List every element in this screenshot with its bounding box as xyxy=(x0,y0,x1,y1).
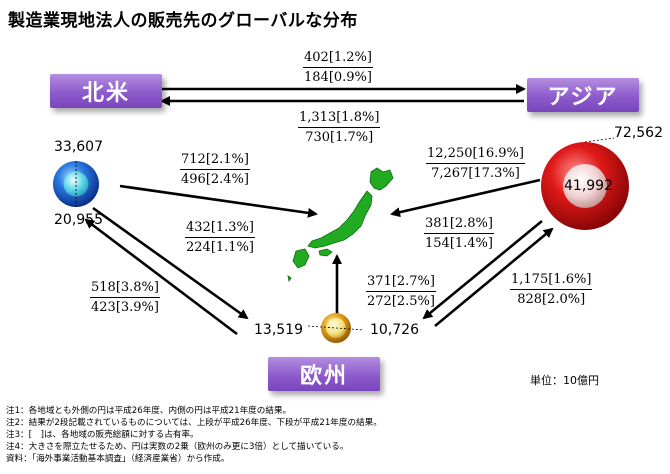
page-title: 製造業現地法人の販売先のグローバルな分布 xyxy=(8,11,358,31)
region-europe: 欧州 xyxy=(268,357,380,391)
asia-inner-value: 41,992 xyxy=(564,178,613,194)
north-america-outer-value: 33,607 xyxy=(54,139,103,155)
flow-europe-to-japan: 371[2.7%] 272[2.5%] xyxy=(366,274,436,309)
flow-na-to-asia: 402[1.2%] 184[0.9%] xyxy=(303,50,373,85)
flow-asia-to-europe: 381[2.8%] 154[1.4%] xyxy=(424,216,494,251)
europe-inner-value: 10,726 xyxy=(370,322,419,338)
arrow-europe-to-asia xyxy=(434,227,554,328)
north-america-inner-value: 20,955 xyxy=(54,212,103,228)
flow-na-to-japan: 712[2.1%] 496[2.4%] xyxy=(180,152,250,187)
note-4: 注4：大きさを際立たせるため、円は実数の2乗（欧州のみ更に3倍）として描いている… xyxy=(6,442,349,452)
region-north-america: 北米 xyxy=(50,74,162,108)
flow-asia-to-japan: 12,250[16.9%] 7,267[17.3%] xyxy=(426,146,525,181)
asia-outer-value: 72,562 xyxy=(614,125,663,141)
note-3: 注3：[ ]は、各地域の販売総額に対する占有率。 xyxy=(6,430,199,440)
arrow-asia-to-europe xyxy=(422,219,543,320)
source-note: 資料：「海外事業活動基本調査」（経済産業省）から作成。 xyxy=(6,454,230,464)
flow-europe-to-asia: 1,175[1.6%] 828[2.0%] xyxy=(510,272,593,307)
note-1: 注1：各地域とも外側の円は平成26年度、内側の円は平成21年度の結果。 xyxy=(6,406,292,416)
japan-map xyxy=(287,167,394,283)
arrow-na-to-europe xyxy=(92,206,249,320)
flow-europe-to-na: 518[3.8%] 423[3.9%] xyxy=(90,280,160,315)
flow-na-to-europe: 432[1.3%] 224[1.1%] xyxy=(185,220,255,255)
arrow-asia-to-japan xyxy=(390,178,541,218)
region-asia: アジア xyxy=(527,78,639,112)
asia-inner-circle xyxy=(563,164,607,208)
arrow-na-to-japan xyxy=(119,184,318,218)
flow-asia-to-na: 1,313[1.8%] 730[1.7%] xyxy=(298,110,381,145)
arrow-europe-to-na xyxy=(84,218,238,336)
unit-label: 単位：10億円 xyxy=(530,374,599,387)
north-america-inner-circle xyxy=(63,171,89,197)
europe-outer-value: 13,519 xyxy=(254,322,303,338)
note-2: 注2：結果が2段記載されているものについては、上段が平成26年度、下段が平成21… xyxy=(6,418,382,428)
footnotes: 注1：各地域とも外側の円は平成26年度、内側の円は平成21年度の結果。 注2：結… xyxy=(6,405,382,465)
